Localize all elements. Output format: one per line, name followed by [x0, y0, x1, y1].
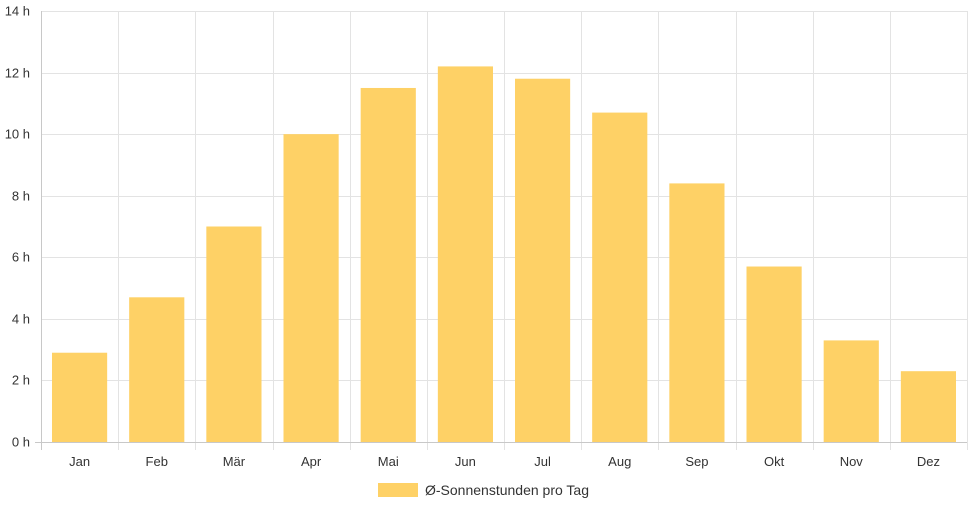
x-tick-label: Okt	[764, 454, 785, 469]
y-axis-ticks: 0 h 2 h 4 h 6 h 8 h 10 h 12 h 14 h	[5, 4, 30, 450]
y-tick-label: 10 h	[5, 127, 30, 142]
bar-mär[interactable]	[206, 226, 262, 443]
bar-jun[interactable]	[437, 66, 493, 443]
bar-aug[interactable]	[592, 112, 648, 442]
bar-dez[interactable]	[900, 371, 956, 442]
bars-group	[52, 66, 956, 443]
x-tick-label: Apr	[301, 454, 322, 469]
x-tick-label: Dez	[917, 454, 940, 469]
bar-mai[interactable]	[360, 87, 416, 442]
x-tick-label: Aug	[608, 454, 631, 469]
legend-label[interactable]: Ø-Sonnenstunden pro Tag	[425, 482, 589, 498]
grid-lines	[41, 11, 968, 450]
bar-feb[interactable]	[129, 297, 185, 442]
y-tick-label: 12 h	[5, 66, 30, 81]
legend[interactable]: Ø-Sonnenstunden pro Tag	[378, 482, 589, 498]
y-tick-label: 6 h	[12, 250, 30, 265]
x-tick-label: Nov	[840, 454, 864, 469]
x-tick-label: Sep	[685, 454, 708, 469]
x-tick-label: Mär	[223, 454, 246, 469]
y-tick-label: 4 h	[12, 312, 30, 327]
x-axis-ticks: Jan Feb Mär Apr Mai Jun Jul Aug Sep Okt Nov Dez	[69, 454, 940, 469]
bar-okt[interactable]	[746, 266, 802, 442]
x-tick-label: Jul	[534, 454, 551, 469]
y-tick-label: 14 h	[5, 4, 30, 19]
bar-sep[interactable]	[669, 183, 725, 442]
legend-swatch[interactable]	[378, 483, 418, 497]
bar-jul[interactable]	[515, 78, 571, 442]
axes-group	[35, 11, 967, 450]
x-tick-label: Feb	[146, 454, 168, 469]
bar-jan[interactable]	[52, 352, 108, 442]
bar-apr[interactable]	[283, 134, 339, 442]
bar-nov[interactable]	[823, 340, 879, 442]
x-tick-label: Jan	[69, 454, 90, 469]
y-tick-label: 0 h	[12, 435, 30, 450]
x-tick-label: Jun	[455, 454, 476, 469]
y-tick-label: 8 h	[12, 189, 30, 204]
y-tick-label: 2 h	[12, 373, 30, 388]
x-tick-label: Mai	[378, 454, 399, 469]
